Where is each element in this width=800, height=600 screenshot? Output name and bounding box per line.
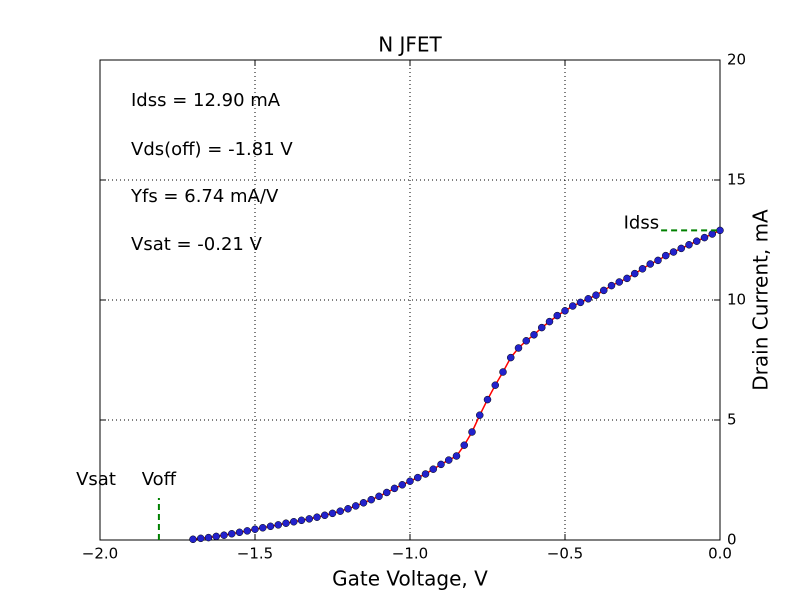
data-point xyxy=(297,516,306,525)
x-tick-label: −2.0 xyxy=(82,545,118,563)
data-point xyxy=(607,281,616,290)
plot-frame xyxy=(99,59,721,541)
y-tick-label: 15 xyxy=(727,171,746,189)
data-point xyxy=(243,527,251,535)
data-point xyxy=(693,237,701,245)
data-point xyxy=(406,477,414,485)
data-point xyxy=(476,411,484,419)
data-point xyxy=(615,278,623,286)
annotation: Vds(off) = -1.81 V xyxy=(131,139,293,160)
data-point xyxy=(352,502,360,510)
y-axis-label: Drain Current, mA xyxy=(749,209,773,391)
data-point xyxy=(414,473,422,482)
data-point xyxy=(662,251,670,260)
data-point xyxy=(452,452,461,460)
data-point xyxy=(514,344,523,352)
data-point xyxy=(584,295,592,303)
annotation: Idss = 12.90 mA xyxy=(131,90,281,111)
data-point xyxy=(677,244,685,253)
data-point xyxy=(576,298,585,307)
data-point xyxy=(437,460,445,469)
data-point xyxy=(468,428,476,436)
data-point xyxy=(646,260,654,268)
data-point xyxy=(708,230,716,238)
data-point xyxy=(654,256,662,265)
data-point xyxy=(274,521,282,529)
data-point xyxy=(429,465,437,473)
data-point xyxy=(212,532,220,541)
data-point xyxy=(375,492,383,501)
data-point xyxy=(460,441,468,449)
x-tick-label: −0.5 xyxy=(547,545,583,563)
data-point xyxy=(545,317,554,326)
data-point xyxy=(282,519,290,527)
data-point xyxy=(421,470,430,478)
data-point xyxy=(491,381,499,389)
data-point xyxy=(321,511,329,520)
data-point xyxy=(266,522,275,531)
data-point xyxy=(530,331,538,339)
x-tick-label: 0.0 xyxy=(708,545,732,563)
marker-label: Voff xyxy=(142,469,177,490)
data-point xyxy=(600,286,608,295)
data-point xyxy=(507,353,515,362)
data-point xyxy=(592,291,600,299)
y-tick-label: 20 xyxy=(727,51,746,69)
data-point xyxy=(344,505,352,513)
marker-label: Idss xyxy=(624,212,660,233)
x-tick-label: −1.5 xyxy=(237,545,273,563)
data-point xyxy=(251,525,259,533)
data-point xyxy=(359,499,368,507)
y-tick-label: 5 xyxy=(727,411,737,429)
annotation: Vsat = -0.21 V xyxy=(131,234,263,255)
data-point xyxy=(259,524,267,532)
data-point xyxy=(290,518,298,526)
data-point xyxy=(204,533,213,542)
chart-title: N JFET xyxy=(378,33,442,57)
data-point xyxy=(685,241,693,249)
data-point xyxy=(445,456,453,464)
data-point xyxy=(313,513,321,521)
annotation: Yfs = 6.74 mA/V xyxy=(130,186,279,207)
data-point xyxy=(367,495,375,504)
data-point xyxy=(638,265,647,273)
data-point xyxy=(569,302,577,310)
y-tick-label: 0 xyxy=(727,531,737,549)
data-point xyxy=(390,484,399,493)
data-point xyxy=(700,233,709,242)
data-point xyxy=(499,368,507,376)
data-point xyxy=(669,248,678,256)
data-point xyxy=(197,534,205,543)
data-point xyxy=(383,488,391,497)
data-point xyxy=(220,531,228,539)
y-tick-label: 10 xyxy=(727,291,746,309)
data-point xyxy=(553,311,561,320)
data-point xyxy=(561,307,569,315)
x-tick-label: −1.0 xyxy=(392,545,428,563)
data-point xyxy=(189,535,197,544)
data-point xyxy=(538,323,546,332)
data-point xyxy=(235,528,244,537)
data-point xyxy=(483,395,492,404)
data-point xyxy=(623,274,631,283)
data-point xyxy=(631,269,639,278)
data-point xyxy=(398,481,406,489)
data-point xyxy=(336,507,344,515)
data-point xyxy=(228,530,236,538)
marker-label: Vsat xyxy=(76,469,116,490)
data-point xyxy=(328,509,337,518)
data-point xyxy=(305,515,313,523)
data-point xyxy=(522,337,530,345)
x-axis-label: Gate Voltage, V xyxy=(332,567,488,591)
